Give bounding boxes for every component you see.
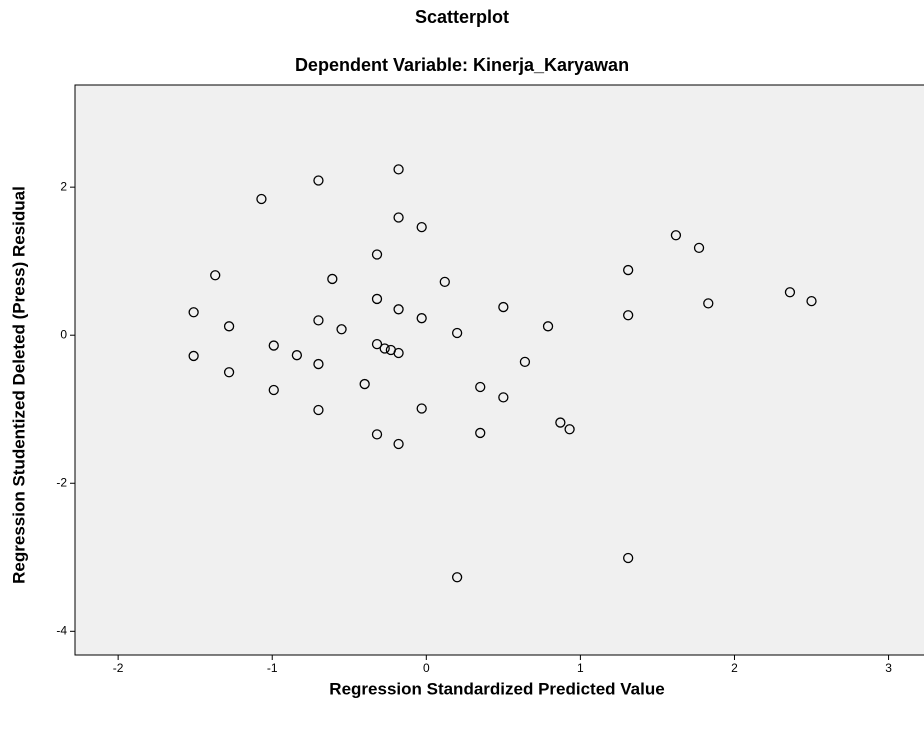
point: [693, 242, 705, 254]
point: [623, 310, 634, 321]
point: [313, 404, 324, 416]
point: [393, 304, 404, 315]
point: [313, 358, 324, 370]
chart-title: Scatterplot: [415, 7, 509, 27]
point: [223, 367, 235, 378]
y-tick-label: 0: [60, 327, 67, 341]
point: [451, 572, 463, 583]
point: [623, 264, 634, 276]
point: [703, 298, 714, 309]
point: [223, 321, 235, 332]
point: [416, 221, 427, 233]
y-tick-label: 2: [60, 179, 67, 193]
point: [564, 424, 575, 435]
chart-subtitle: Dependent Variable: Kinerja_Karyawan: [295, 55, 629, 75]
x-axis-label: Regression Standardized Predicted Value: [329, 679, 664, 698]
point: [475, 381, 486, 393]
x-tick-label: -1: [267, 661, 278, 675]
plot-area: [74, 84, 924, 656]
point: [188, 350, 199, 362]
point: [416, 403, 427, 414]
point: [188, 307, 199, 318]
point: [519, 356, 531, 368]
point: [784, 287, 796, 298]
point: [806, 296, 817, 307]
point: [336, 324, 347, 335]
point: [313, 175, 324, 186]
point: [210, 270, 221, 281]
point: [393, 212, 404, 223]
point: [439, 276, 450, 288]
point: [371, 429, 383, 440]
x-tick-label: 0: [423, 661, 430, 675]
point: [498, 392, 509, 403]
point: [268, 340, 279, 351]
x-tick-label: 1: [577, 661, 584, 675]
point: [359, 378, 370, 390]
point: [371, 338, 383, 350]
y-axis-label: Regression Studentized Deleted (Press) R…: [9, 186, 28, 584]
point: [371, 293, 383, 305]
point: [498, 301, 509, 313]
y-tick-label: -2: [56, 475, 67, 489]
point: [670, 230, 682, 241]
point: [291, 350, 303, 361]
point: [542, 321, 554, 332]
x-tick-label: -2: [113, 661, 124, 675]
point: [416, 313, 427, 324]
y-tick-label: -4: [56, 623, 67, 637]
point: [393, 438, 404, 450]
point: [393, 347, 404, 359]
x-tick-label: 3: [885, 661, 892, 675]
point: [313, 315, 324, 326]
point: [268, 384, 279, 396]
point: [327, 273, 338, 285]
point: [379, 343, 390, 354]
point: [393, 164, 404, 175]
x-tick-label: 2: [731, 661, 738, 675]
point: [475, 427, 486, 439]
point: [623, 552, 634, 564]
point: [371, 249, 383, 260]
point: [256, 193, 267, 205]
point: [451, 327, 463, 339]
point: [555, 417, 566, 428]
